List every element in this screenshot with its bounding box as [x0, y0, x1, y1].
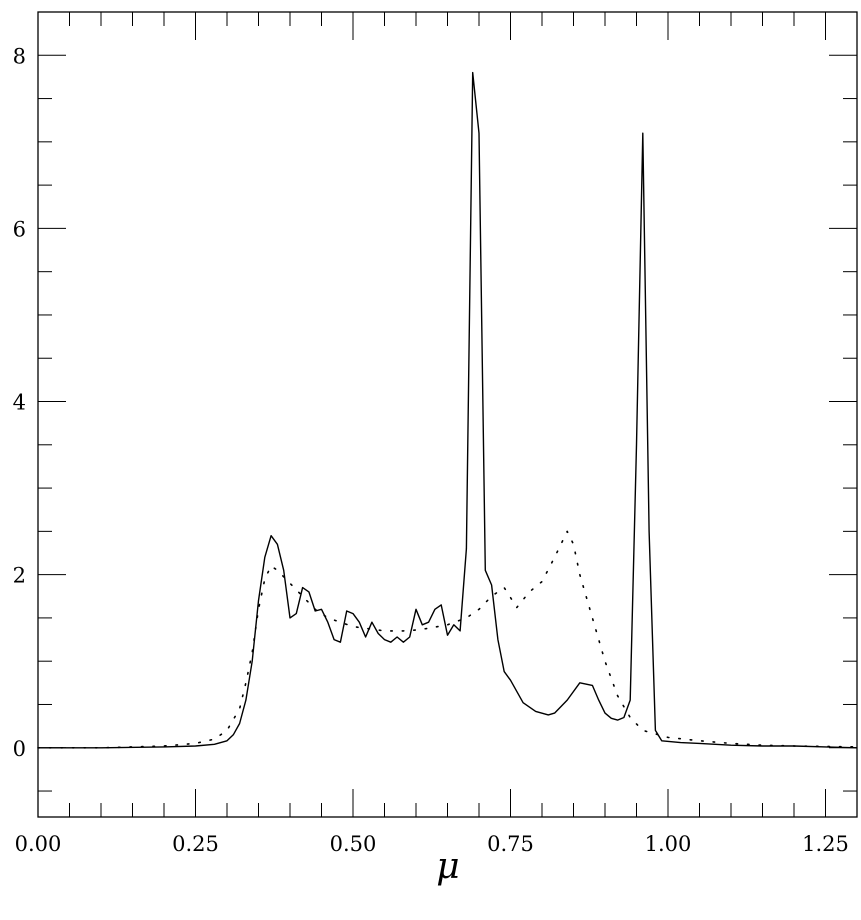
x-tick-label: 1.25	[802, 832, 849, 856]
y-tick-label: 4	[13, 391, 26, 415]
x-tick-label: 0.00	[15, 832, 62, 856]
series-dotted-line	[37, 530, 858, 749]
x-tick-label: 0.75	[487, 832, 534, 856]
series-lines	[37, 71, 858, 749]
x-tick-label: 0.25	[172, 832, 219, 856]
y-tick-label: 2	[13, 564, 26, 588]
x-axis-title: μ	[436, 846, 459, 887]
plot-border	[37, 11, 858, 818]
axis-ticks	[37, 11, 858, 817]
x-tick-label: 1.00	[645, 832, 692, 856]
y-tick-label: 8	[13, 44, 26, 68]
plot-frame	[37, 11, 858, 818]
x-tick-label: 0.50	[330, 832, 377, 856]
tick-labels: 0.00 0.25 0.50 0.75 1.00 1.25 0 2 4 6 8	[13, 44, 849, 856]
y-tick-label: 6	[13, 217, 26, 241]
y-tick-label: 0	[13, 737, 26, 761]
series-solid-line	[38, 71, 858, 749]
